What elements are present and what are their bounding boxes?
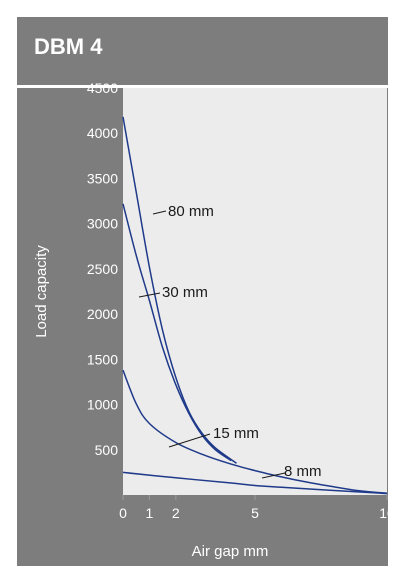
y-tick-label-3500: 3500 [87,170,118,186]
series-label-8-mm: 8 mm [284,463,322,480]
chart-card: DBM 4 500 1000 1500 2000 2500 3000 3500 4000 450… [17,17,388,566]
x-tick-label-10: 10 [379,505,388,521]
y-tick-label-2500: 2500 [87,261,118,277]
series-line-15-mm [122,369,388,494]
title-divider [17,85,388,88]
series-label-leader-80-mm [152,210,167,215]
series-label-leader-8-mm [261,472,286,479]
y-tick-label-1500: 1500 [87,351,118,367]
series-line-80-mm [122,116,237,464]
x-tick-label-2: 2 [172,505,180,521]
x-tick-label-1: 1 [146,505,154,521]
x-tick-label-5: 5 [251,505,259,521]
series-label-leader-15-mm [168,433,211,448]
series-label-15-mm: 15 mm [213,425,259,442]
series-label-30-mm: 30 mm [162,284,208,301]
y-tick-label-3000: 3000 [87,216,118,232]
series-line-8-mm [122,471,388,495]
x-axis-title: Air gap mm [192,543,269,560]
series-line-30-mm [122,203,232,462]
x-tick-label-0: 0 [119,505,127,521]
plot-area [123,88,387,495]
y-axis-title: Load capacity [33,245,50,338]
y-tick-label-2000: 2000 [87,306,118,322]
series-label-80-mm: 80 mm [168,203,214,220]
y-tick-label-500: 500 [95,442,119,458]
load-capacity-chart: 500 1000 1500 2000 2500 3000 3500 4000 4500 0 1 2 5 1… [33,80,388,560]
chart-title: DBM 4 [34,34,103,59]
y-tick-label-4500: 4500 [87,80,118,96]
series-label-leader-30-mm [138,292,161,298]
y-tick-label-4000: 4000 [87,125,118,141]
y-tick-label-1000: 1000 [87,397,118,413]
